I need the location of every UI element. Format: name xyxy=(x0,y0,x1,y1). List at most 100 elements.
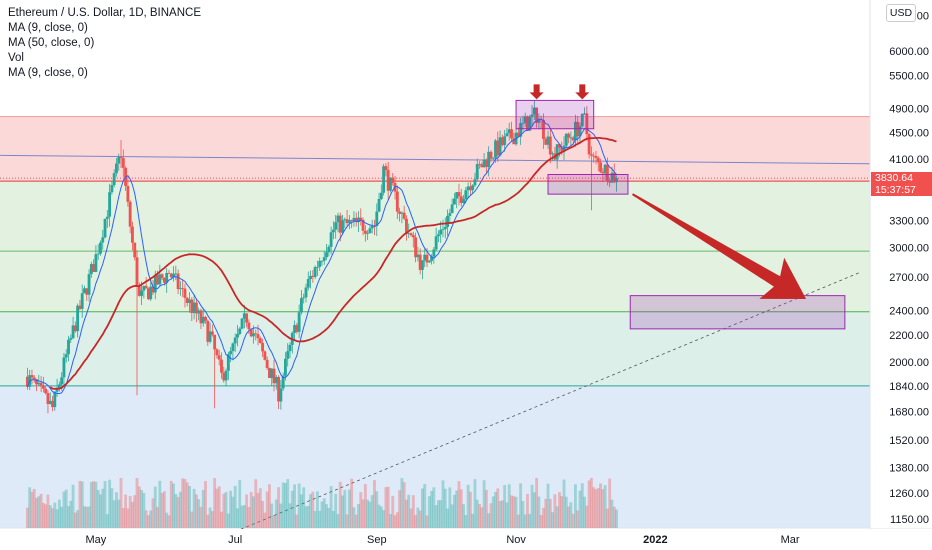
candle-body xyxy=(295,325,299,332)
candle-body xyxy=(478,163,481,165)
candle-body xyxy=(375,211,379,227)
volume-bar xyxy=(331,510,335,528)
candle-body xyxy=(268,368,271,379)
candle-body xyxy=(71,325,75,339)
volume-bar xyxy=(391,495,395,528)
candle-body xyxy=(350,220,354,222)
volume-bar xyxy=(76,510,80,528)
volume-bar xyxy=(229,490,233,528)
volume-bar xyxy=(393,515,397,528)
volume-bar xyxy=(327,508,331,528)
candle-body xyxy=(297,312,301,332)
volume-bar xyxy=(192,488,196,528)
legend-ma-fast[interactable]: MA (9, close, 0) xyxy=(8,22,88,34)
volume-bar xyxy=(432,487,436,528)
volume-bar xyxy=(131,501,134,528)
volume-bar xyxy=(44,504,48,528)
legend-volume[interactable]: Vol xyxy=(8,52,24,64)
candle-body xyxy=(80,293,84,309)
volume-bar xyxy=(178,491,182,528)
volume-bar xyxy=(290,490,294,528)
candle-body xyxy=(178,288,182,290)
volume-bar xyxy=(414,515,418,528)
volume-bar xyxy=(510,495,513,528)
volume-bar xyxy=(103,481,107,528)
volume-bar xyxy=(516,514,520,528)
volume-bar xyxy=(135,478,139,528)
legend-ma-slow[interactable]: MA (50, close, 0) xyxy=(8,37,95,49)
y-tick-label: 4500.00 xyxy=(889,128,929,140)
price-zones xyxy=(0,116,870,528)
volume-bar xyxy=(539,514,543,528)
volume-bar xyxy=(555,506,559,528)
volume-bar xyxy=(587,480,591,528)
candle-body xyxy=(140,290,144,296)
volume-bar xyxy=(405,499,408,528)
candle-body xyxy=(99,242,102,254)
candle-body xyxy=(304,287,308,298)
volume-bar xyxy=(347,489,351,528)
candle-body xyxy=(322,257,326,261)
volume-bar xyxy=(503,485,507,528)
candle-body xyxy=(48,400,52,404)
candle-body xyxy=(370,226,374,229)
volume-bar xyxy=(329,486,333,528)
candle-body xyxy=(455,192,459,199)
legend-volume-ma[interactable]: MA (9, close, 0) xyxy=(8,67,88,79)
candle-body xyxy=(249,329,253,337)
volume-bar xyxy=(53,502,57,528)
volume-bar xyxy=(421,488,424,528)
candle-body xyxy=(466,186,470,191)
x-tick-label: Nov xyxy=(506,534,526,546)
double-top-box xyxy=(515,99,595,130)
volume-bar xyxy=(564,496,568,528)
volume-bar xyxy=(151,498,155,528)
candle-body xyxy=(473,179,477,186)
volume-bar xyxy=(30,491,34,528)
volume-bar xyxy=(158,480,162,528)
candle-body xyxy=(318,260,322,267)
volume-bar xyxy=(478,503,481,528)
candle-body xyxy=(521,123,525,124)
candle-body xyxy=(165,272,169,283)
candle-body xyxy=(277,377,281,402)
volume-bar xyxy=(217,486,221,528)
candle-body xyxy=(89,264,93,275)
volume-bar xyxy=(382,510,386,528)
candle-body xyxy=(315,266,319,268)
volume-bar xyxy=(487,513,491,528)
candle-body xyxy=(160,274,164,279)
volume-bar xyxy=(512,496,516,528)
volume-bar xyxy=(389,514,392,528)
candle-body xyxy=(601,171,605,174)
volume-bar xyxy=(299,494,303,528)
volume-bars xyxy=(25,478,618,528)
candle-body xyxy=(421,260,424,270)
candle-body xyxy=(338,215,342,233)
volume-bar xyxy=(51,508,54,528)
volume-bar xyxy=(71,484,75,528)
candle-body xyxy=(188,299,191,303)
volume-bar xyxy=(254,479,258,528)
candle-body xyxy=(418,254,422,270)
candle-body xyxy=(311,275,315,277)
candle-body xyxy=(498,137,502,156)
countdown-label: 15:37:57 xyxy=(871,184,932,196)
candle-body xyxy=(587,134,591,155)
candle-body xyxy=(240,318,244,329)
volume-bar xyxy=(279,503,283,528)
volume-bar xyxy=(32,488,36,528)
volume-bar xyxy=(418,510,422,528)
candle-body xyxy=(242,313,246,319)
volume-bar xyxy=(137,486,141,528)
candle-body xyxy=(482,159,486,168)
volume-bar xyxy=(288,503,292,528)
volume-bar xyxy=(377,504,381,528)
volume-bar xyxy=(309,494,312,528)
volume-bar xyxy=(341,495,344,528)
volume-bar xyxy=(455,490,459,528)
candle-body xyxy=(386,170,390,191)
candle-body xyxy=(363,230,367,234)
currency-button[interactable]: USD xyxy=(886,4,916,22)
